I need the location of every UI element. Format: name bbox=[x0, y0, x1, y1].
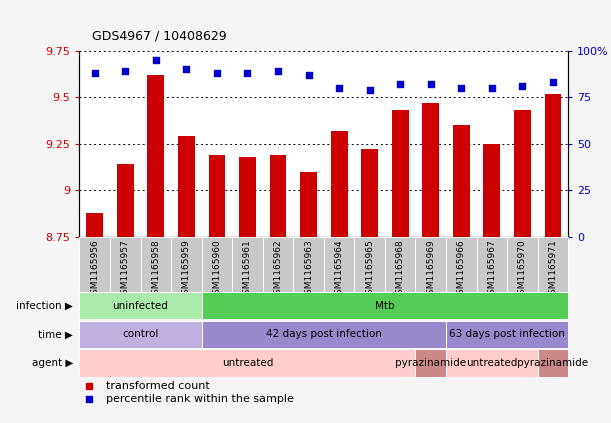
Bar bbox=[202, 321, 446, 348]
Point bbox=[120, 68, 130, 74]
Point bbox=[273, 68, 283, 74]
Text: GSM1165971: GSM1165971 bbox=[549, 239, 557, 300]
Point bbox=[151, 57, 161, 63]
Bar bbox=[178, 136, 195, 237]
Text: uninfected: uninfected bbox=[112, 301, 169, 310]
Bar bbox=[477, 237, 507, 292]
Text: GSM1165962: GSM1165962 bbox=[274, 239, 282, 300]
Text: 42 days post infection: 42 days post infection bbox=[266, 330, 382, 339]
Point bbox=[90, 70, 100, 77]
Text: GSM1165968: GSM1165968 bbox=[396, 239, 404, 300]
Text: infection ▶: infection ▶ bbox=[16, 301, 73, 310]
Text: GSM1165969: GSM1165969 bbox=[426, 239, 435, 300]
Text: GSM1165965: GSM1165965 bbox=[365, 239, 374, 300]
Text: Mtb: Mtb bbox=[375, 301, 395, 310]
Bar bbox=[453, 125, 470, 237]
Bar bbox=[86, 213, 103, 237]
Text: percentile rank within the sample: percentile rank within the sample bbox=[106, 395, 294, 404]
Point bbox=[365, 86, 375, 93]
Point bbox=[334, 85, 344, 91]
Point bbox=[395, 81, 405, 88]
Bar bbox=[110, 237, 141, 292]
Bar bbox=[446, 321, 568, 348]
Text: GSM1165958: GSM1165958 bbox=[152, 239, 160, 300]
Bar bbox=[79, 321, 202, 348]
Text: time ▶: time ▶ bbox=[38, 330, 73, 339]
Bar bbox=[324, 237, 354, 292]
Text: GSM1165961: GSM1165961 bbox=[243, 239, 252, 300]
Bar bbox=[392, 110, 409, 237]
Text: pyrazinamide: pyrazinamide bbox=[395, 358, 466, 368]
Point bbox=[304, 71, 313, 78]
Text: GSM1165960: GSM1165960 bbox=[213, 239, 221, 300]
Text: GSM1165956: GSM1165956 bbox=[90, 239, 99, 300]
Point bbox=[548, 79, 558, 86]
Point bbox=[243, 70, 252, 77]
Bar bbox=[141, 237, 171, 292]
Bar bbox=[117, 164, 134, 237]
Bar bbox=[415, 349, 446, 377]
Bar bbox=[544, 93, 562, 237]
Text: agent ▶: agent ▶ bbox=[32, 358, 73, 368]
Bar bbox=[232, 237, 263, 292]
Bar bbox=[385, 237, 415, 292]
Bar bbox=[263, 237, 293, 292]
Text: 63 days post infection: 63 days post infection bbox=[449, 330, 565, 339]
Bar bbox=[171, 237, 202, 292]
Text: untreated: untreated bbox=[466, 358, 518, 368]
Text: control: control bbox=[122, 330, 159, 339]
Bar bbox=[446, 237, 477, 292]
Text: untreated: untreated bbox=[222, 358, 273, 368]
Point bbox=[518, 83, 527, 90]
Bar bbox=[202, 237, 232, 292]
Bar bbox=[293, 237, 324, 292]
Text: GSM1165964: GSM1165964 bbox=[335, 239, 343, 300]
Point bbox=[487, 85, 497, 91]
Text: GDS4967 / 10408629: GDS4967 / 10408629 bbox=[92, 29, 226, 42]
Bar bbox=[331, 131, 348, 237]
Text: GSM1165959: GSM1165959 bbox=[182, 239, 191, 300]
Bar bbox=[202, 292, 568, 319]
Bar bbox=[239, 157, 256, 237]
Text: GSM1165963: GSM1165963 bbox=[304, 239, 313, 300]
Bar bbox=[422, 103, 439, 237]
Text: GSM1165957: GSM1165957 bbox=[121, 239, 130, 300]
Text: pyrazinamide: pyrazinamide bbox=[518, 358, 588, 368]
Bar bbox=[79, 292, 202, 319]
Bar bbox=[538, 237, 568, 292]
Bar bbox=[538, 349, 568, 377]
Point bbox=[212, 70, 222, 77]
Bar bbox=[446, 349, 538, 377]
Bar bbox=[79, 349, 415, 377]
Text: GSM1165970: GSM1165970 bbox=[518, 239, 527, 300]
Point bbox=[181, 66, 191, 73]
Bar bbox=[507, 237, 538, 292]
Bar bbox=[79, 237, 110, 292]
Text: transformed count: transformed count bbox=[106, 382, 210, 391]
Point bbox=[426, 81, 436, 88]
Bar bbox=[415, 237, 446, 292]
Bar bbox=[361, 149, 378, 237]
Bar bbox=[269, 155, 287, 237]
Bar bbox=[300, 172, 317, 237]
Bar bbox=[208, 155, 225, 237]
Point bbox=[456, 85, 466, 91]
Text: GSM1165967: GSM1165967 bbox=[488, 239, 496, 300]
Bar bbox=[483, 144, 500, 237]
Text: GSM1165966: GSM1165966 bbox=[457, 239, 466, 300]
Bar bbox=[354, 237, 385, 292]
Bar bbox=[147, 75, 164, 237]
Bar bbox=[514, 110, 531, 237]
